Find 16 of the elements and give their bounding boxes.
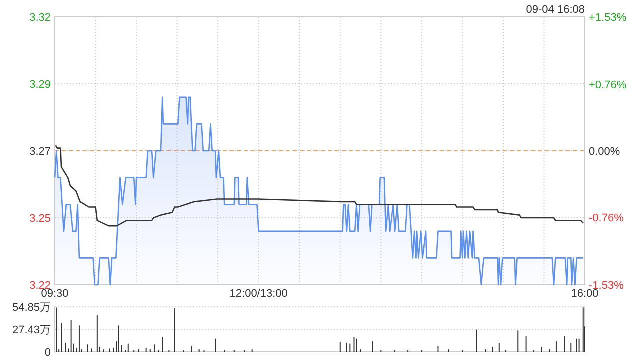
y-tick-label: 3.29 xyxy=(30,79,51,91)
line-series xyxy=(55,144,584,227)
x-tick-label: 09:30 xyxy=(41,288,69,300)
x-tick-label: 12:00/13:00 xyxy=(230,288,288,300)
y2-tick-label: 0.00% xyxy=(589,146,620,158)
y-tick-label: 3.32 xyxy=(30,12,51,24)
y2-tick-label: +1.53% xyxy=(589,12,627,24)
y-tick-label: 54.85万 xyxy=(12,302,51,314)
y2-tick-label: +0.76% xyxy=(589,79,627,92)
y-tick-label: 27.43万 xyxy=(12,324,51,336)
text: 09-04 16:08 xyxy=(526,4,585,16)
y-tick-label: 3.27 xyxy=(30,146,51,158)
y-tick-label: 3.25 xyxy=(30,213,51,225)
y2-tick-label: -0.76% xyxy=(589,212,624,225)
y-tick-label: 0 xyxy=(44,347,51,359)
x-tick-label: 16:00 xyxy=(571,288,599,300)
